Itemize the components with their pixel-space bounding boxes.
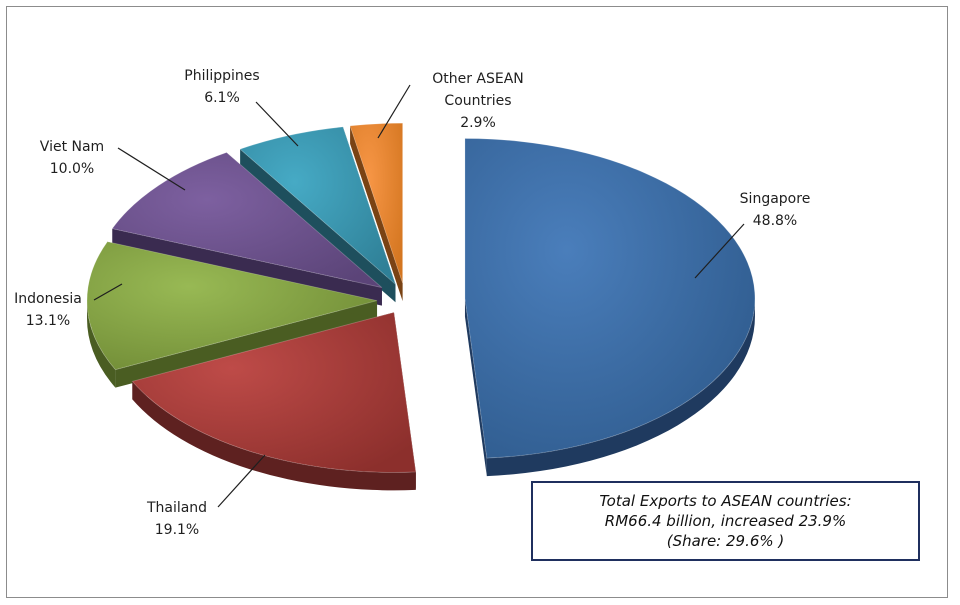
leader-line (377, 84, 411, 139)
data-label-value: 19.1% (155, 522, 199, 538)
slice-top (349, 122, 404, 284)
data-label-name: Other ASEAN (432, 71, 524, 87)
data-label-value: 13.1% (26, 313, 70, 329)
leader-line (117, 147, 186, 191)
data-label-name: Countries (444, 93, 511, 109)
data-label-value: 2.9% (460, 115, 496, 131)
note-line-2: RM66.4 billion, increased 23.9% (604, 512, 847, 530)
slice-top (239, 126, 397, 286)
leader-line (255, 101, 299, 147)
data-label-name: Thailand (146, 500, 207, 516)
slice-wall (112, 228, 382, 306)
total-exports-note: Total Exports to ASEAN countries: RM66.4… (531, 481, 920, 561)
slice-wall (350, 125, 403, 302)
slice-philippines (239, 126, 397, 303)
data-label-value: 48.8% (753, 213, 797, 229)
data-label-value: 6.1% (204, 90, 240, 106)
slice-side (132, 381, 416, 491)
data-label-name: Indonesia (14, 291, 82, 307)
slice-wall (240, 149, 396, 303)
slice-singapore (464, 138, 756, 477)
data-label-name: Philippines (184, 68, 259, 84)
data-label-name: Viet Nam (40, 139, 104, 155)
slice-top (464, 138, 756, 459)
note-line-3: (Share: 29.6% ) (666, 532, 785, 550)
slice-thailand (131, 311, 417, 491)
slice-top (131, 311, 417, 473)
data-label-name: Singapore (740, 191, 811, 207)
slice-indonesia (86, 241, 378, 388)
leader-line (93, 283, 123, 301)
slice-other-asean-countries (349, 122, 404, 302)
slice-wall (115, 300, 378, 388)
slice-side (87, 300, 116, 388)
slice-wall (464, 298, 487, 477)
slice-top (86, 241, 378, 371)
note-line-1: Total Exports to ASEAN countries: (599, 492, 852, 510)
leader-line (694, 223, 745, 279)
data-label-value: 10.0% (50, 161, 94, 177)
slice-side (486, 298, 755, 477)
leader-line (217, 454, 266, 508)
